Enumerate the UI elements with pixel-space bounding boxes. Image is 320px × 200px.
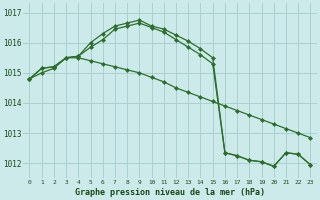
X-axis label: Graphe pression niveau de la mer (hPa): Graphe pression niveau de la mer (hPa) [75,188,265,197]
